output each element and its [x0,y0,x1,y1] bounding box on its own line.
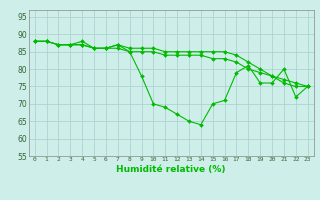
X-axis label: Humidité relative (%): Humidité relative (%) [116,165,226,174]
